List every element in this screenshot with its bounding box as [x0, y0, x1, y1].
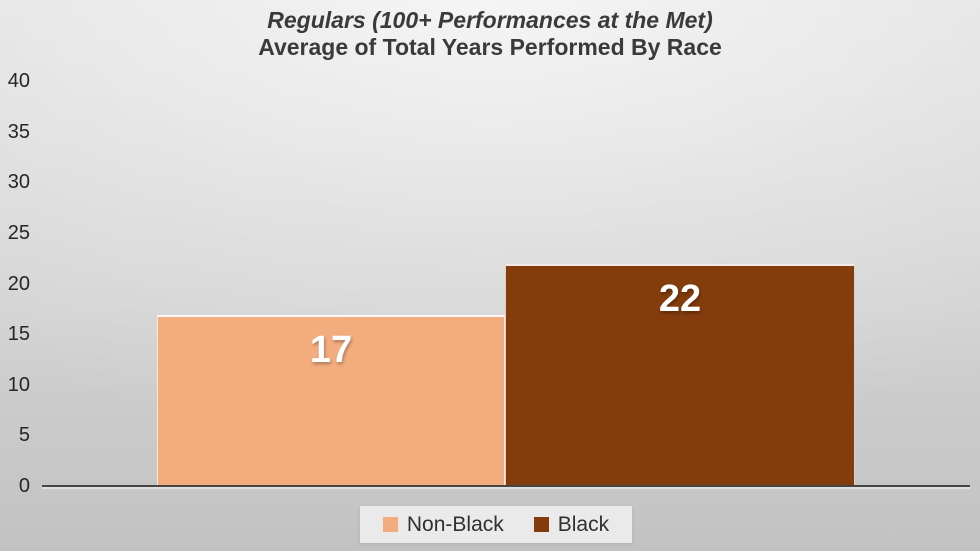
legend-swatch-black [533, 517, 549, 532]
y-axis-tick-label: 40 [7, 70, 30, 93]
legend-swatch-non-black [382, 517, 398, 532]
chart-title-block: Regulars (100+ Performances at the Met) … [0, 7, 980, 61]
y-axis: 0 5 10 15 20 25 30 35 40 [0, 0, 30, 551]
y-axis-tick-label: 0 [18, 475, 30, 498]
bar-value-label-black: 22 [658, 278, 702, 320]
legend-label-non-black: Non-Black [406, 512, 504, 536]
bar-black: 22 [505, 264, 855, 487]
y-axis-tick-label: 15 [7, 323, 30, 346]
y-axis-tick-label: 30 [7, 171, 30, 194]
y-axis-tick-label: 25 [7, 221, 30, 244]
x-axis-line [42, 485, 970, 487]
y-axis-tick-label: 5 [18, 424, 30, 447]
chart-subtitle: Average of Total Years Performed By Race [258, 34, 722, 61]
chart-title: Regulars (100+ Performances at the Met) [267, 7, 713, 33]
legend-label-black: Black [557, 512, 610, 536]
chart-legend: Non-Black Black [360, 506, 632, 543]
legend-item-non-black: Non-Black [382, 512, 504, 537]
bar-value-label-non-black: 17 [309, 329, 353, 371]
bar-non-black: 17 [157, 315, 505, 487]
y-axis-tick-label: 20 [7, 272, 30, 295]
legend-item-black: Black [533, 512, 610, 537]
y-axis-tick-label: 10 [7, 373, 30, 396]
y-axis-tick-label: 35 [7, 120, 30, 143]
